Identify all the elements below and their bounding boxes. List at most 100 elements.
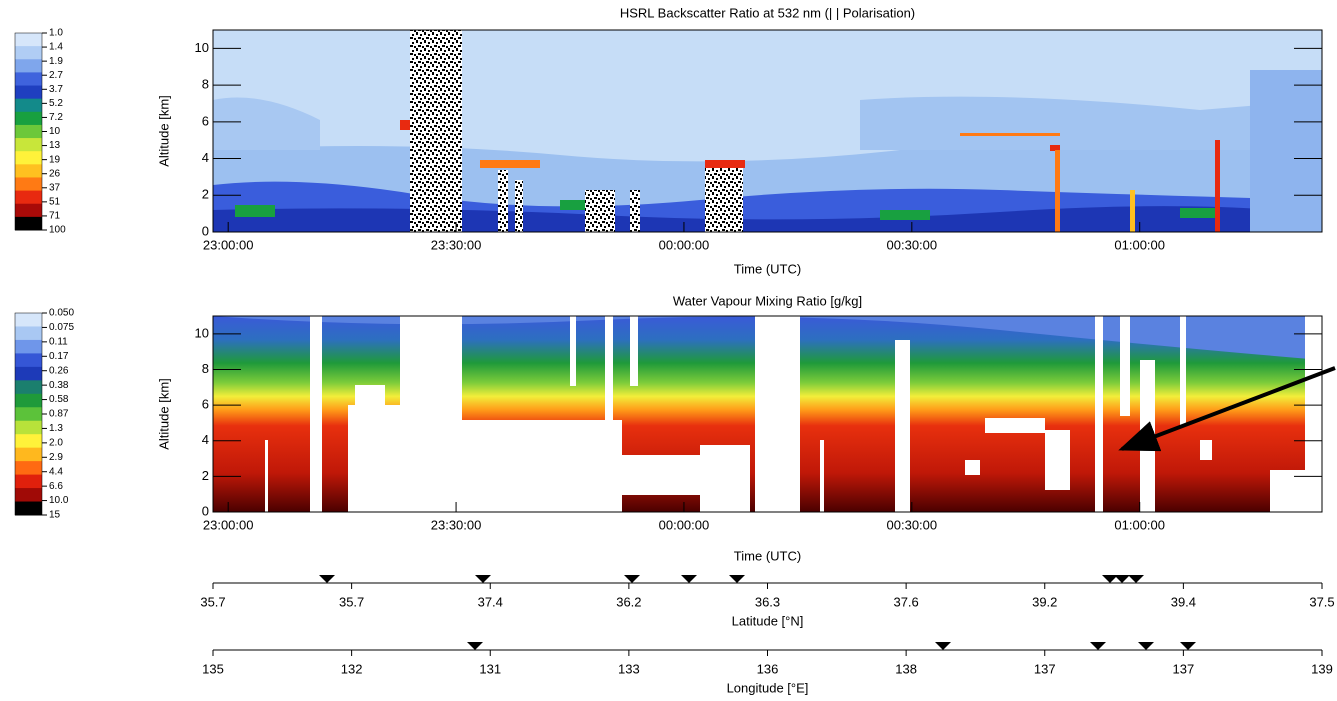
- colorbar-segment: [15, 461, 42, 476]
- colorbar-tick-label: 26: [49, 168, 61, 179]
- position-marker: [1114, 575, 1130, 583]
- axis-tick-label: 35.7: [200, 594, 225, 609]
- position-marker: [1138, 642, 1154, 650]
- position-marker: [1128, 575, 1144, 583]
- colorbar-tick-label: 0.38: [49, 380, 69, 391]
- axis-tick-label: 138: [895, 661, 917, 676]
- colorbar-tick-label: 5.2: [49, 98, 63, 109]
- position-marker: [935, 642, 951, 650]
- position-marker: [1180, 642, 1196, 650]
- y-tick-label: 8: [202, 361, 209, 376]
- colorbar-tick-label: 2.0: [49, 437, 63, 448]
- axis-tick-label: 37.6: [893, 594, 918, 609]
- colorbar-tick-label: 1.0: [49, 28, 63, 39]
- position-marker: [319, 575, 335, 583]
- colorbar-tick-label: 0.87: [49, 409, 69, 420]
- x-axis-label: Time (UTC): [734, 261, 801, 276]
- colorbar-segment: [15, 488, 42, 503]
- axis-tick-label: 37.5: [1309, 594, 1334, 609]
- colorbar-tick-label: 7.2: [49, 112, 63, 123]
- colorbar-segment: [15, 124, 42, 139]
- chart-title: HSRL Backscatter Ratio at 532 nm (| | Po…: [620, 5, 915, 20]
- colorbar-tick-label: 13: [49, 140, 61, 151]
- axis-tick-label: 135: [202, 661, 224, 676]
- position-marker: [681, 575, 697, 583]
- axis-tick-label: 36.3: [755, 594, 780, 609]
- colorbar-segment: [15, 46, 42, 60]
- colorbar-tick-label: 15: [49, 510, 61, 521]
- colorbar-segment: [15, 59, 42, 73]
- axis-tick-label: 137: [1034, 661, 1056, 676]
- x-tick-label: 00:30:00: [887, 517, 938, 532]
- x-tick-label: 23:00:00: [203, 237, 254, 252]
- x-tick-label: 01:00:00: [1114, 517, 1165, 532]
- y-tick-label: 6: [202, 397, 209, 412]
- colorbar-tick-label: 4.4: [49, 466, 63, 477]
- y-tick-label: 8: [202, 77, 209, 92]
- x-tick-label: 23:30:00: [431, 237, 482, 252]
- x-tick-label: 00:00:00: [659, 517, 710, 532]
- y-tick-label: 0: [202, 223, 209, 238]
- x-tick-label: 01:00:00: [1114, 237, 1165, 252]
- colorbar-segment: [15, 33, 42, 47]
- colorbar-segment: [15, 216, 42, 231]
- x-tick-label: 23:00:00: [203, 517, 254, 532]
- colorbar-segment: [15, 339, 42, 354]
- colorbar-tick-label: 1.9: [49, 56, 63, 67]
- colorbar-segment: [15, 474, 42, 489]
- axis-tick-label: 133: [618, 661, 640, 676]
- colorbar-tick-label: 2.7: [49, 70, 63, 81]
- y-tick-label: 0: [202, 503, 209, 518]
- x-axis-label: Time (UTC): [734, 548, 801, 563]
- y-tick-label: 2: [202, 468, 209, 483]
- axis-tick-label: 137: [1173, 661, 1195, 676]
- colorbar-segment: [15, 434, 42, 449]
- axis-tick-label: 39.2: [1032, 594, 1057, 609]
- y-axis-label: Altitude [km]: [156, 95, 171, 167]
- axis-tick-label: 35.7: [339, 594, 364, 609]
- colorbar-tick-label: 19: [49, 154, 61, 165]
- colorbar-segment: [15, 353, 42, 368]
- colorbar-tick-label: 2.9: [49, 452, 63, 463]
- heatmap-image: [213, 30, 1322, 232]
- colorbar-segment: [15, 407, 42, 422]
- x-tick-label: 23:30:00: [431, 517, 482, 532]
- axis-tick-label: 136: [757, 661, 779, 676]
- axis-tick-label: 39.4: [1171, 594, 1196, 609]
- colorbar-segment: [15, 366, 42, 381]
- colorbar-segment: [15, 98, 42, 113]
- colorbar-segment: [15, 326, 42, 341]
- y-tick-label: 4: [202, 150, 209, 165]
- position-marker: [467, 642, 483, 650]
- colorbar-tick-label: 10.0: [49, 495, 69, 506]
- y-tick-label: 2: [202, 187, 209, 202]
- colorbar-tick-label: 0.58: [49, 394, 69, 405]
- colorbar-segment: [15, 501, 42, 516]
- plot-frame: [212, 315, 1323, 513]
- colorbar-segment: [15, 313, 42, 327]
- colorbar-tick-label: 0.075: [49, 322, 74, 333]
- annotation-arrow: [1118, 366, 1336, 452]
- colorbar-segment: [15, 151, 42, 165]
- colorbar-segment: [15, 111, 42, 126]
- axis-tick-label: 36.2: [616, 594, 641, 609]
- axis-tick-label: 37.4: [478, 594, 503, 609]
- y-tick-label: 10: [195, 325, 209, 340]
- position-marker: [624, 575, 640, 583]
- axis-label: Latitude [°N]: [732, 613, 804, 628]
- position-marker: [475, 575, 491, 583]
- position-marker: [729, 575, 745, 583]
- colorbar-segment: [15, 164, 42, 178]
- colorbar-segment: [15, 203, 42, 218]
- axis-tick-label: 139: [1311, 661, 1333, 676]
- axis-tick-label: 132: [341, 661, 363, 676]
- axis-tick-label: 131: [479, 661, 501, 676]
- y-tick-label: 10: [195, 40, 209, 55]
- y-axis-label: Altitude [km]: [156, 378, 171, 450]
- axis-label: Longitude [°E]: [727, 680, 809, 695]
- y-tick-label: 6: [202, 113, 209, 128]
- colorbar-segment: [15, 190, 42, 205]
- colorbar-tick-label: 0.26: [49, 365, 69, 376]
- colorbar-segment: [15, 138, 42, 152]
